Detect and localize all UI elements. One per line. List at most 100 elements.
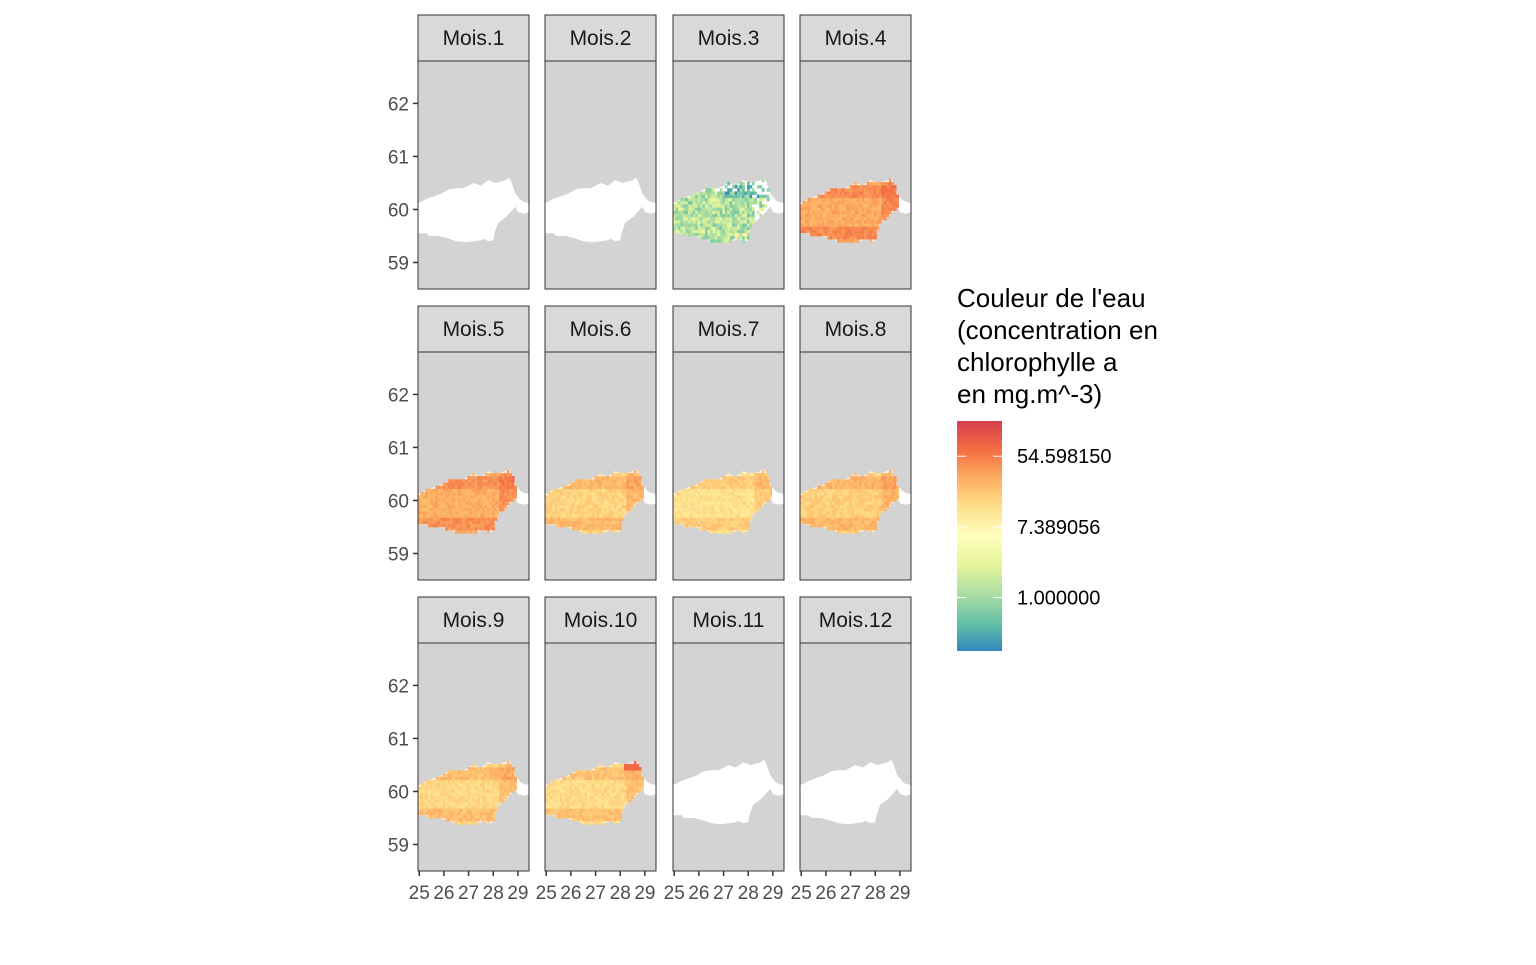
heatmap-cell xyxy=(854,181,858,186)
heatmap-cell xyxy=(687,520,691,525)
heatmap-cell xyxy=(747,229,750,234)
heatmap-cell xyxy=(474,520,478,525)
heatmap-cell xyxy=(462,520,466,525)
heatmap-cell xyxy=(734,229,738,234)
heatmap-cell xyxy=(623,767,627,771)
heatmap-cell xyxy=(869,507,872,512)
heatmap-cell xyxy=(477,795,480,800)
heatmap-cell xyxy=(832,229,835,234)
heatmap-cell xyxy=(883,207,887,211)
heatmap-cell xyxy=(437,808,441,812)
heatmap-cell xyxy=(732,235,735,240)
heatmap-cell xyxy=(742,476,745,480)
heatmap-cell xyxy=(564,485,568,490)
heatmap-cell xyxy=(869,476,872,480)
heatmap-cell xyxy=(742,204,745,208)
heatmap-cell xyxy=(422,782,426,787)
heatmap-cell xyxy=(804,504,808,509)
heatmap-cell xyxy=(807,226,811,230)
heatmap-cell xyxy=(814,213,818,218)
heatmap-cell xyxy=(464,520,468,525)
heatmap-cell xyxy=(623,802,627,806)
heatmap-cell xyxy=(442,485,446,490)
facet-strip xyxy=(672,14,785,62)
heatmap-cell xyxy=(866,476,870,480)
heatmap-cell xyxy=(472,472,476,477)
heatmap-cell xyxy=(492,802,495,806)
heatmap-cell xyxy=(695,491,698,496)
heatmap-cell xyxy=(596,479,600,483)
heatmap-cell xyxy=(849,185,853,189)
heatmap-cell xyxy=(499,472,503,477)
heatmap-cell xyxy=(742,507,745,512)
heatmap-cell xyxy=(807,210,811,215)
heatmap-cell xyxy=(479,805,483,809)
heatmap-cell xyxy=(492,511,495,515)
heatmap-cell xyxy=(450,789,453,793)
heatmap-cell xyxy=(817,216,821,221)
heatmap-cell xyxy=(849,191,853,195)
heatmap-cell xyxy=(501,488,505,493)
heatmap-cell xyxy=(710,239,713,243)
heatmap-cell xyxy=(582,507,585,512)
heatmap-cell xyxy=(596,770,600,774)
heatmap-cell xyxy=(751,472,755,477)
heatmap-cell xyxy=(675,204,679,208)
heatmap-cell xyxy=(621,782,625,787)
heatmap-cell xyxy=(574,501,578,506)
heatmap-cell xyxy=(754,482,758,486)
heatmap-cell xyxy=(717,204,721,208)
heatmap-cell xyxy=(569,811,573,816)
heatmap-cell xyxy=(744,191,748,195)
heatmap-cell xyxy=(445,501,448,506)
heatmap-cell xyxy=(886,185,890,189)
heatmap-cell xyxy=(846,226,850,230)
heatmap-cell xyxy=(464,501,468,506)
heatmap-cell xyxy=(432,782,436,787)
heatmap-cell xyxy=(878,491,882,496)
heatmap-cell xyxy=(817,207,821,211)
heatmap-cell xyxy=(822,517,825,521)
heatmap-cell xyxy=(680,520,684,525)
heatmap-cell xyxy=(474,821,478,825)
heatmap-cell xyxy=(577,485,580,490)
heatmap-cell xyxy=(479,767,483,771)
heatmap-cell xyxy=(864,501,867,506)
heatmap-cell xyxy=(455,526,458,531)
heatmap-cell xyxy=(829,223,833,227)
heatmap-cell xyxy=(504,779,508,784)
heatmap-cell xyxy=(457,789,461,793)
heatmap-cell xyxy=(851,488,855,493)
heatmap-cell xyxy=(717,504,721,509)
heatmap-cell xyxy=(459,523,463,528)
heatmap-cell xyxy=(888,185,892,189)
heatmap-cell xyxy=(751,507,755,512)
heatmap-cell xyxy=(881,191,885,195)
heatmap-cell xyxy=(722,213,726,218)
heatmap-cell xyxy=(477,811,480,816)
heatmap-cell xyxy=(633,501,637,506)
heatmap-cell xyxy=(596,482,600,486)
heatmap-cell xyxy=(579,526,583,531)
heatmap-cell xyxy=(832,207,835,211)
panel-background xyxy=(800,61,911,289)
heatmap-cell xyxy=(619,770,622,774)
heatmap-cell xyxy=(432,523,436,528)
heatmap-cell xyxy=(744,197,748,202)
heatmap-cell xyxy=(854,229,858,234)
heatmap-cell xyxy=(807,207,811,211)
heatmap-cell xyxy=(832,488,835,493)
heatmap-cell xyxy=(710,232,713,237)
heatmap-cell xyxy=(599,808,603,812)
heatmap-cell xyxy=(754,488,758,493)
heatmap-cell xyxy=(596,501,600,506)
heatmap-cell xyxy=(729,520,733,525)
heatmap-cell xyxy=(455,507,458,512)
heatmap-cell xyxy=(802,514,806,518)
heatmap-cell xyxy=(804,223,808,227)
heatmap-cell xyxy=(501,776,505,781)
heatmap-cell xyxy=(477,789,480,793)
heatmap-cell xyxy=(599,802,603,806)
heatmap-cell xyxy=(734,495,738,499)
heatmap-cell xyxy=(564,805,568,809)
